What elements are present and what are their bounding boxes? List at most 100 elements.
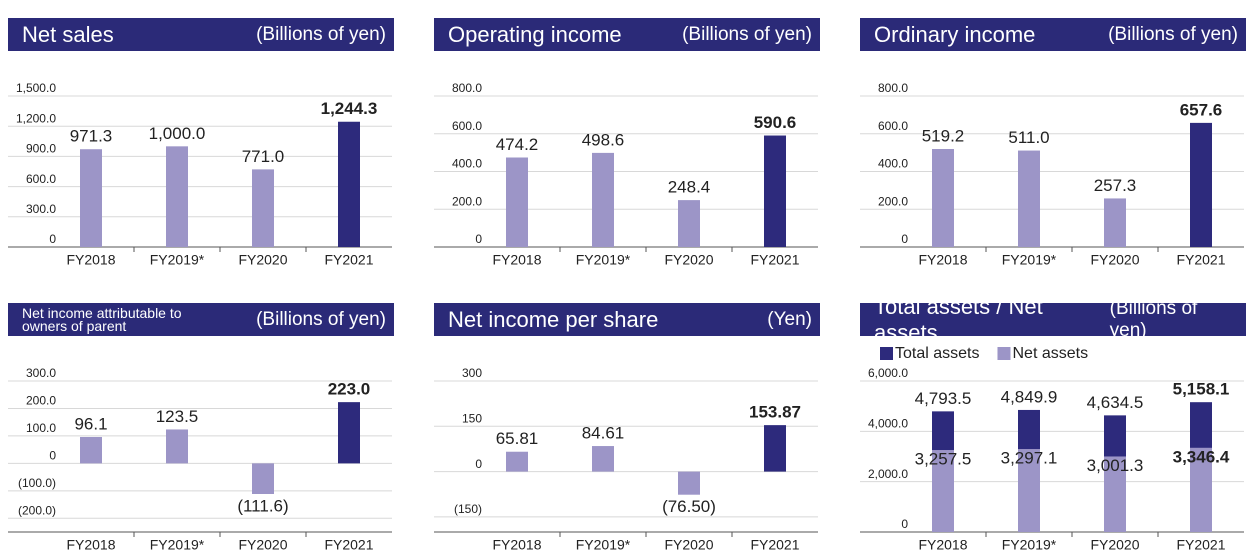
chart-panel: Net sales (Billions of yen) 0 300.0 600.0 900… [8,18,394,268]
value-label: 3,001.3 [1087,456,1144,475]
value-label: (76.50) [662,497,716,516]
bar [592,152,614,247]
y-tick-label: 0 [49,449,56,463]
chart-panel: Net income attributable to owners of par… [8,303,394,553]
bar [764,135,786,247]
bar [506,157,528,247]
y-tick-label: 600.0 [26,172,56,186]
x-tick-label: FY2020 [238,537,287,550]
value-label: 4,849.9 [1001,387,1058,406]
x-tick-label: FY2018 [66,537,115,550]
value-label: 248.4 [668,178,711,197]
unit-label: (Billions of yen) [256,308,386,330]
x-tick-label: FY2018 [918,537,967,550]
value-label: 1,244.3 [321,99,378,118]
y-tick-label: 0 [475,232,482,246]
legend-label: Net assets [1012,345,1088,362]
bar [1018,150,1040,247]
panel-header: Operating income (Billions of yen) [434,18,820,51]
chart-title: Operating income [448,21,622,47]
chart-title: Net income per share [448,306,659,332]
value-label: 971.3 [70,127,113,146]
chart-title: Ordinary income [874,21,1036,47]
legend-label: Total assets [895,345,979,362]
y-tick-label: 300 [462,366,482,380]
x-tick-label: FY2021 [1176,537,1225,550]
bar [166,146,188,247]
y-tick-label: 1,500.0 [16,81,56,95]
x-tick-label: FY2020 [1090,252,1139,265]
y-tick-label: 400.0 [452,157,482,171]
y-tick-label: 300.0 [26,366,56,380]
value-label: 657.6 [1180,100,1223,119]
bar [1018,449,1040,532]
x-tick-label: FY2020 [1090,537,1139,550]
bar [80,149,102,247]
value-label: 519.2 [922,126,965,145]
value-label: 3,257.5 [915,450,972,469]
value-label: 771.0 [242,147,285,166]
x-tick-label: FY2019* [1002,252,1057,265]
x-tick-label: FY2019* [150,252,205,265]
value-label: 84.61 [582,424,625,443]
chart: (150) 0 150 300 FY2018 FY2019* FY2020 FY2021 65.… [434,366,818,550]
chart-title: Net income attributable to owners of par… [22,304,182,334]
value-label: 5,158.1 [1173,380,1230,399]
y-tick-label: (150) [454,502,482,516]
bar [932,450,954,532]
y-tick-label: 0 [49,232,56,246]
panel-header: Net sales (Billions of yen) [8,18,394,51]
legend-swatch [997,347,1011,360]
x-tick-label: FY2018 [66,252,115,265]
x-tick-label: FY2019* [1002,537,1057,550]
value-label: 3,346.4 [1173,447,1230,466]
y-tick-label: 600.0 [878,119,908,133]
chart-panel: Operating income (Billions of yen) 0 200.0 4… [434,18,820,268]
bar [1104,456,1126,532]
y-tick-label: 4,000.0 [868,417,908,431]
chart-panel: Ordinary income (Billions of yen) 0 200.0 40… [860,18,1246,268]
value-label: 123.5 [156,407,199,426]
y-tick-label: 800.0 [452,81,482,95]
bar [166,429,188,464]
y-tick-label: 6,000.0 [868,366,908,380]
legend-swatch [880,347,893,360]
y-tick-label: 0 [901,232,908,246]
y-tick-label: 200.0 [878,194,908,208]
x-tick-label: FY2021 [750,252,799,265]
x-tick-label: FY2021 [750,537,799,550]
panel-header: Ordinary income (Billions of yen) [860,18,1246,51]
value-label: 4,634.5 [1087,393,1144,412]
y-tick-label: 300.0 [26,202,56,216]
y-tick-label: (200.0) [18,503,56,517]
x-tick-label: FY2019* [150,537,205,550]
chart-title: Net sales [22,21,114,47]
y-tick-label: 1,200.0 [16,111,56,125]
x-tick-label: FY2019* [576,537,631,550]
bar [592,446,614,472]
panel-header: Total assets / Net assets (Billions of ye… [860,294,1246,345]
x-tick-label: FY2018 [492,537,541,550]
chart-panel: Net income per share (Yen) (150) 0 150 300 FY2… [434,303,820,553]
panel-header: Net income per share (Yen) [434,303,820,336]
unit-label: (Billions of yen) [256,23,386,45]
value-label: 1,000.0 [149,124,206,143]
value-label: 257.3 [1094,176,1137,195]
bar [338,121,360,247]
x-tick-label: FY2021 [324,252,373,265]
x-tick-label: FY2020 [664,252,713,265]
value-label: (111.6) [237,496,288,515]
x-tick-label: FY2018 [918,252,967,265]
chart-panel: Total assets / Net assets (Billions of ye… [860,294,1246,553]
bar [1190,122,1212,247]
y-tick-label: (100.0) [18,476,56,490]
y-tick-label: 200.0 [452,194,482,208]
bar [764,425,786,472]
bar [252,463,274,495]
chart: 0 200.0 400.0 600.0 800.0 FY2018 FY2019* FY2020… [434,81,818,265]
bar [678,200,700,247]
y-tick-label: 800.0 [878,81,908,95]
bar [506,451,528,472]
chart-title: Total assets / Net assets [874,293,1043,345]
